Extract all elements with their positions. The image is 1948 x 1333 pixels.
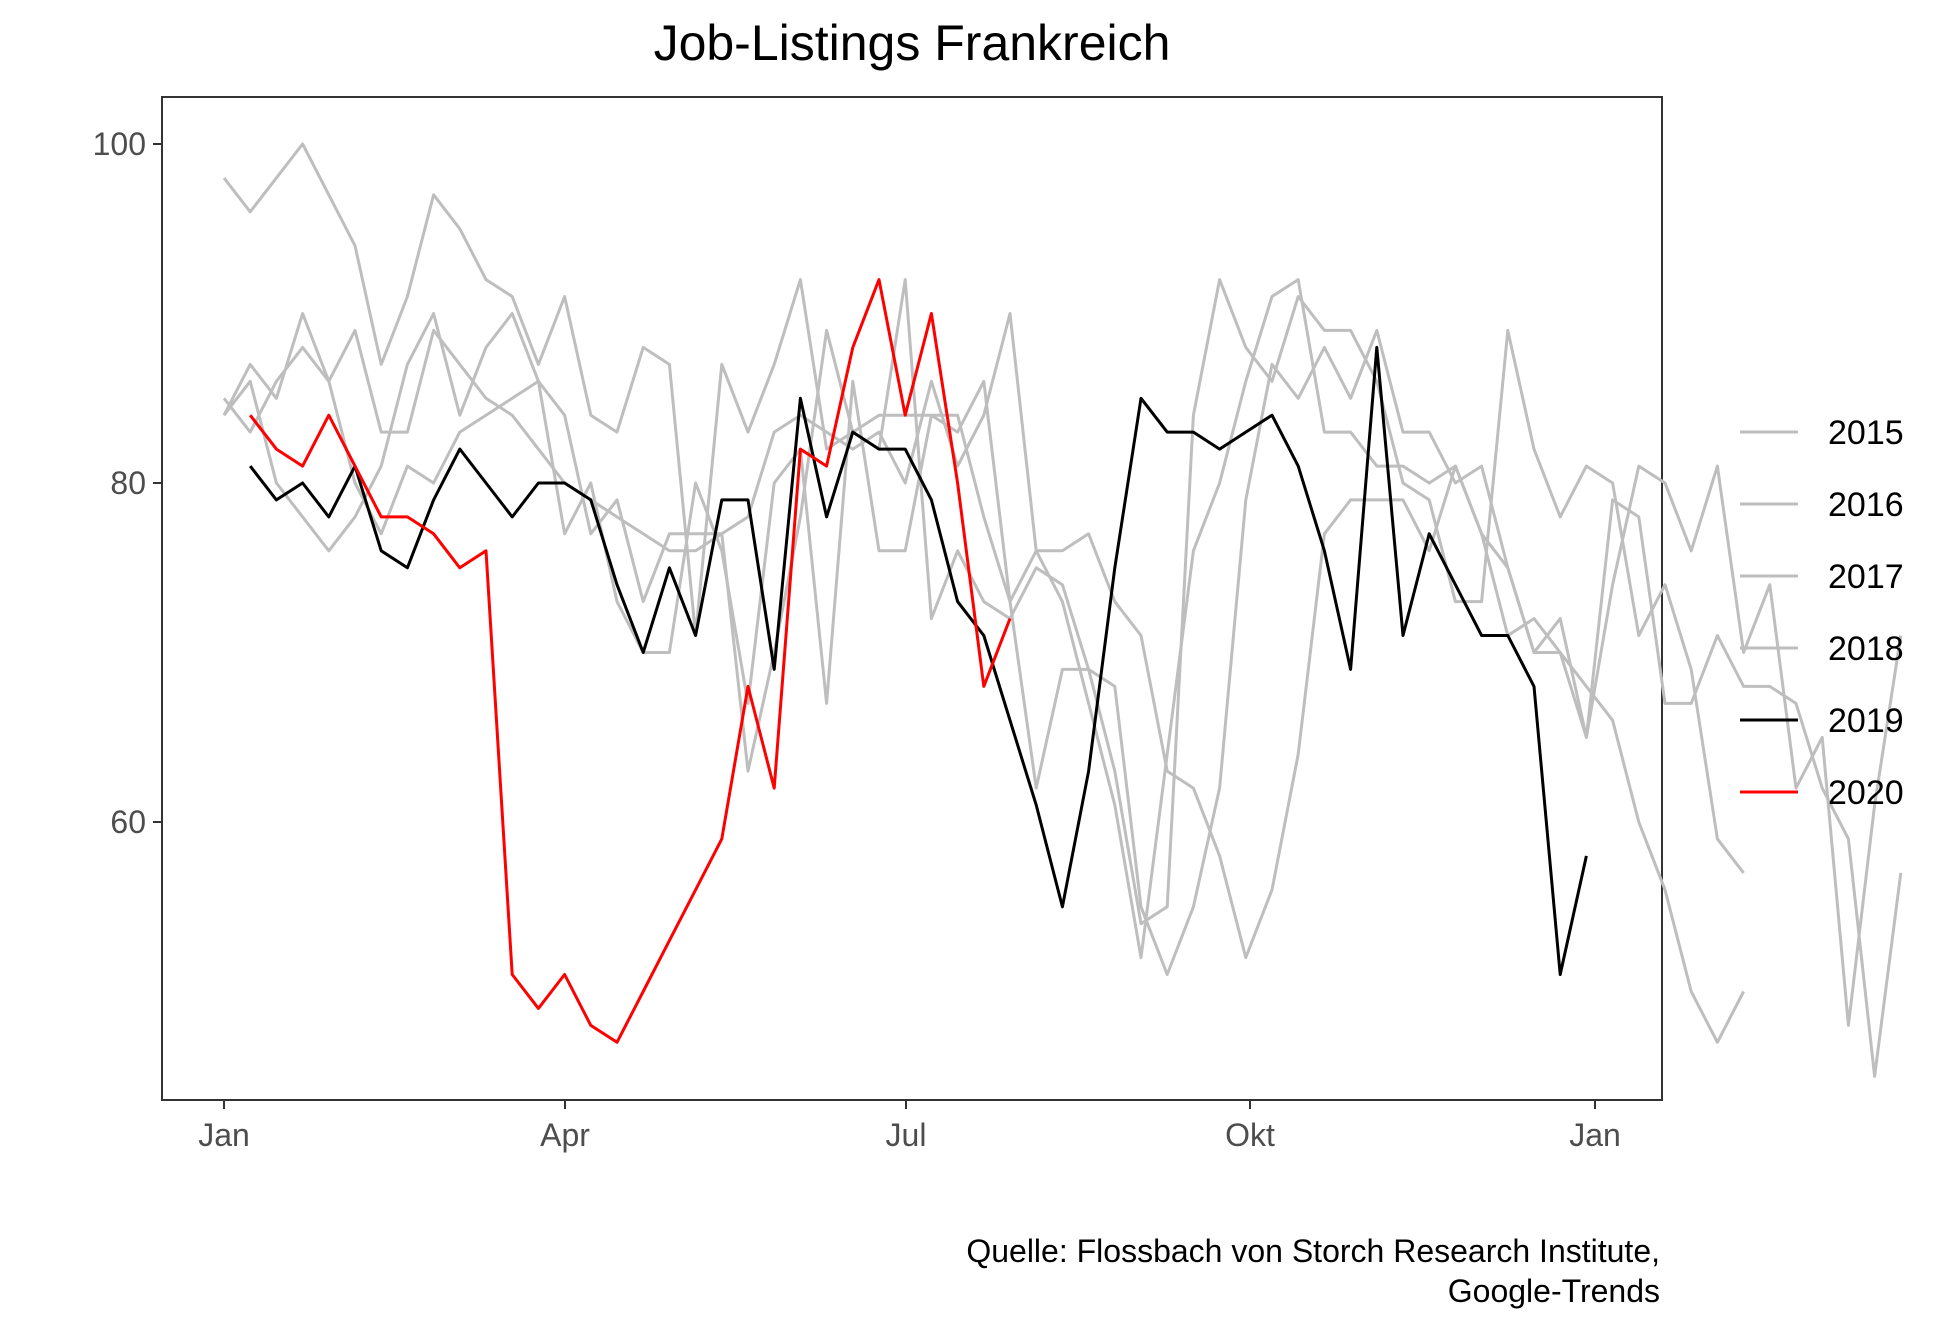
legend-item-2015: 2015	[1740, 414, 1904, 452]
legend-label-2016: 2016	[1828, 486, 1904, 524]
x-tick-label-jan-0: Jan	[198, 1117, 250, 1153]
legend-item-2017: 2017	[1740, 558, 1904, 596]
plot-panel	[161, 96, 1663, 1101]
chart-title: Job-Listings Frankreich	[654, 15, 1171, 71]
series-layer	[222, 142, 1903, 1078]
series-line-2020	[249, 278, 1012, 1044]
legend-item-2018: 2018	[1740, 630, 1904, 668]
legend-label-2020: 2020	[1828, 774, 1904, 812]
caption-line-2: Google-Trends	[1448, 1273, 1660, 1309]
legend-label-2019: 2019	[1828, 702, 1904, 740]
caption-line-1: Quelle: Flossbach von Storch Research In…	[966, 1233, 1660, 1269]
legend: 2015 2016 2017 2018 2019 2020	[1740, 414, 1904, 812]
x-tick-label-okt-3: Okt	[1225, 1117, 1275, 1153]
series-line-2015	[222, 312, 1745, 1044]
y-tick-label-80: 80	[110, 465, 146, 501]
series-line-2017	[222, 142, 1745, 926]
x-tick-label-jul-2: Jul	[886, 1117, 927, 1153]
legend-label-2017: 2017	[1828, 558, 1904, 596]
x-tick-label-jan-4: Jan	[1569, 1117, 1621, 1153]
legend-item-2020: 2020	[1740, 774, 1904, 812]
axis-layer: 60 80 100 Jan Apr Jul Okt Jan	[93, 126, 1621, 1153]
series-line-2016	[222, 328, 1903, 1078]
legend-item-2016: 2016	[1740, 486, 1904, 524]
y-tick-label-60: 60	[110, 804, 146, 840]
legend-item-2019: 2019	[1740, 702, 1904, 740]
series-line-2018	[222, 278, 1903, 1027]
series-line-2019	[249, 345, 1588, 976]
legend-label-2018: 2018	[1828, 630, 1904, 668]
x-tick-label-apr-1: Apr	[540, 1117, 590, 1153]
legend-label-2015: 2015	[1828, 414, 1904, 452]
y-tick-label-100: 100	[93, 126, 146, 162]
